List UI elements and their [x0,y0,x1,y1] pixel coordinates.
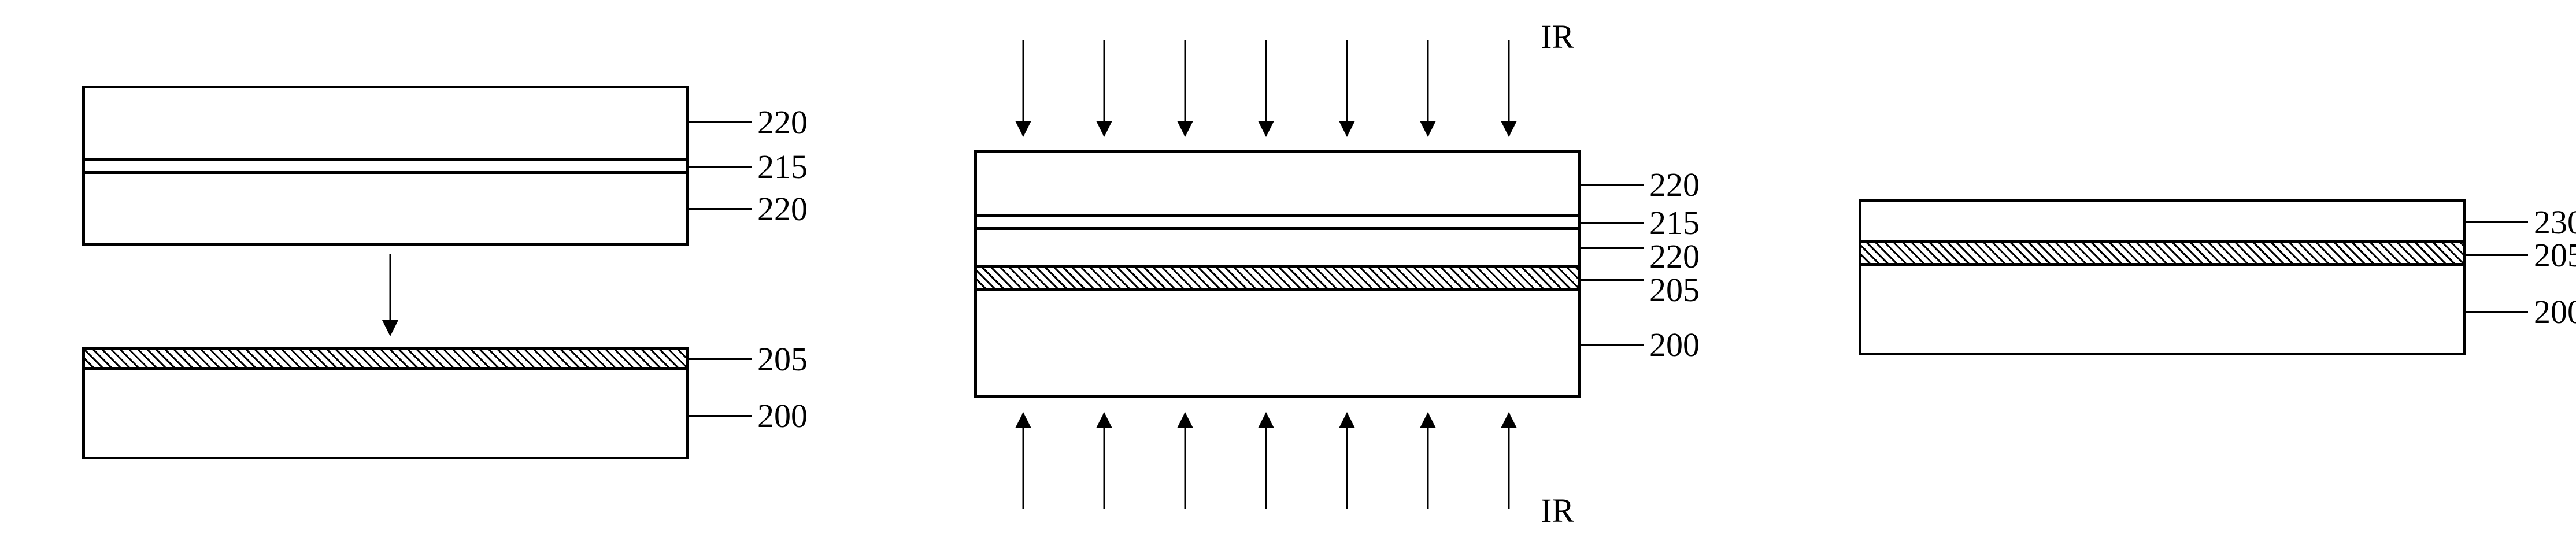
ir-arrow-down [1176,40,1194,136]
label-220: 220 [1649,237,1700,276]
label-200: 200 [1649,325,1700,364]
label-200: 200 [757,396,808,435]
p3-200 [1859,266,2466,355]
p2-220a [974,150,1581,217]
label-200: 200 [2534,292,2576,331]
leader [1581,247,1644,249]
ir-arrow-up [1176,413,1194,509]
ir-arrow-up [1257,413,1275,509]
p3-230 [1859,199,2466,243]
p2-200 [974,291,1581,398]
ir-label-bottom: IR [1541,491,1574,530]
ir-arrow-down [1095,40,1113,136]
p1t-215 [82,161,689,171]
ir-arrow-down [1419,40,1437,136]
ir-arrow-up [1015,413,1032,509]
p1b-205 [82,347,689,370]
leader [1581,344,1644,346]
label-220: 220 [757,103,808,142]
leader [1581,279,1644,281]
ir-arrow-down [1500,40,1518,136]
leader [1581,184,1644,186]
leader [2466,254,2528,256]
ir-arrow-down [1257,40,1275,136]
ir-arrow-up [1500,413,1518,509]
leader [689,166,752,168]
ir-arrow-down [1015,40,1032,136]
leader [1581,222,1644,224]
ir-arrow-up [1338,413,1356,509]
p3-205 [1859,243,2466,266]
p2-215 [974,217,1581,227]
label-215: 215 [1649,203,1700,242]
ir-label-top: IR [1541,17,1574,56]
ir-arrow-down [1338,40,1356,136]
leader [689,415,752,417]
label-205: 205 [757,340,808,379]
ir-arrow-up [1095,413,1113,509]
diagram-canvas: 220 215 220 205 200 IR 220 215 220 205 2… [0,0,2576,549]
label-220: 220 [1649,165,1700,204]
leader [2466,221,2528,223]
p1t-220b [82,171,689,246]
label-205: 205 [2534,236,2576,274]
label-215: 215 [757,147,808,186]
label-205: 205 [1649,270,1700,309]
leader [689,358,752,360]
p2-220b [974,227,1581,268]
p1t-220a [82,86,689,161]
p2-205 [974,268,1581,291]
p1b-200 [82,370,689,459]
label-220: 220 [757,190,808,228]
leader [689,208,752,210]
process-arrow [382,254,399,335]
leader [689,121,752,123]
leader [2466,311,2528,313]
ir-arrow-up [1419,413,1437,509]
